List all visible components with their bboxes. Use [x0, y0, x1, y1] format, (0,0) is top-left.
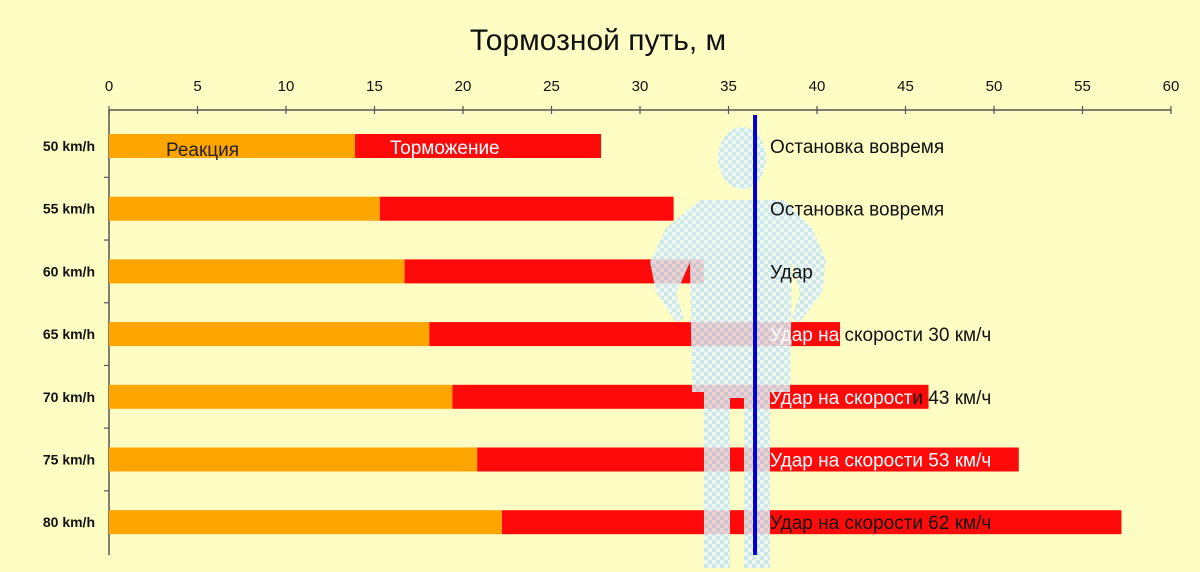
x-tick-label: 55 — [1074, 78, 1091, 95]
bar-braking — [380, 197, 674, 221]
y-tick-label: 65 km/h — [43, 326, 95, 342]
x-tick-label: 5 — [193, 78, 201, 95]
outcome-labels: Остановка вовремя Остановка вовремя Удар Уд… — [770, 137, 991, 534]
x-tick-label: 45 — [897, 78, 914, 95]
x-tick-label: 25 — [543, 78, 560, 95]
x-tick-label: 50 — [986, 78, 1003, 95]
outcome-label: Удар — [770, 262, 813, 283]
bar-reaction — [109, 385, 452, 409]
outcome-label-part: скорости 30 км/ч — [839, 325, 991, 346]
x-tick-label: 60 — [1163, 78, 1180, 95]
x-tick-label: 10 — [278, 78, 295, 95]
y-tick-label: 50 km/h — [43, 138, 95, 154]
legend-braking-label: Торможение — [390, 138, 500, 159]
outcome-label-part: Удар на — [770, 325, 840, 346]
bar-reaction — [109, 197, 380, 221]
bar-reaction — [109, 259, 405, 283]
outcome-label: Остановка вовремя — [770, 200, 944, 221]
x-tick-label: 15 — [366, 78, 383, 95]
bar-reaction — [109, 510, 502, 534]
x-tick-label: 35 — [720, 78, 737, 95]
x-tick-label: 20 — [455, 78, 472, 95]
x-tick-label: 30 — [632, 78, 649, 95]
x-tick-label: 40 — [809, 78, 826, 95]
outcome-label: Удар на скорости 30 км/ч — [770, 325, 991, 346]
outcome-label: Удар на скорости 53 км/ч — [770, 451, 991, 472]
y-tick-label: 80 km/h — [43, 514, 95, 530]
y-tick-label: 70 km/h — [43, 389, 95, 405]
person-silhouette-icon — [650, 127, 826, 568]
y-tick-label: 75 km/h — [43, 452, 95, 468]
outcome-label: Остановка вовремя — [770, 137, 944, 158]
x-tick-label: 0 — [105, 78, 113, 95]
y-tick-label: 60 km/h — [43, 263, 95, 279]
y-tick-label: 55 km/h — [43, 201, 95, 217]
legend-reaction-label: Реакция — [166, 140, 239, 161]
outcome-label: Удар на скорости 62 км/ч — [770, 513, 991, 534]
outcome-label-part: Удар на скорости 53 км/ч — [770, 451, 991, 472]
bar-reaction — [109, 448, 477, 472]
chart-title: Тормозной путь, м — [470, 24, 726, 57]
outcome-label: Удар на скорости 43 км/ч — [770, 388, 991, 409]
outcome-label-part: и 43 км/ч — [912, 388, 991, 409]
bar-reaction — [109, 322, 429, 346]
outcome-label-part: Удар на скорост — [770, 388, 913, 409]
